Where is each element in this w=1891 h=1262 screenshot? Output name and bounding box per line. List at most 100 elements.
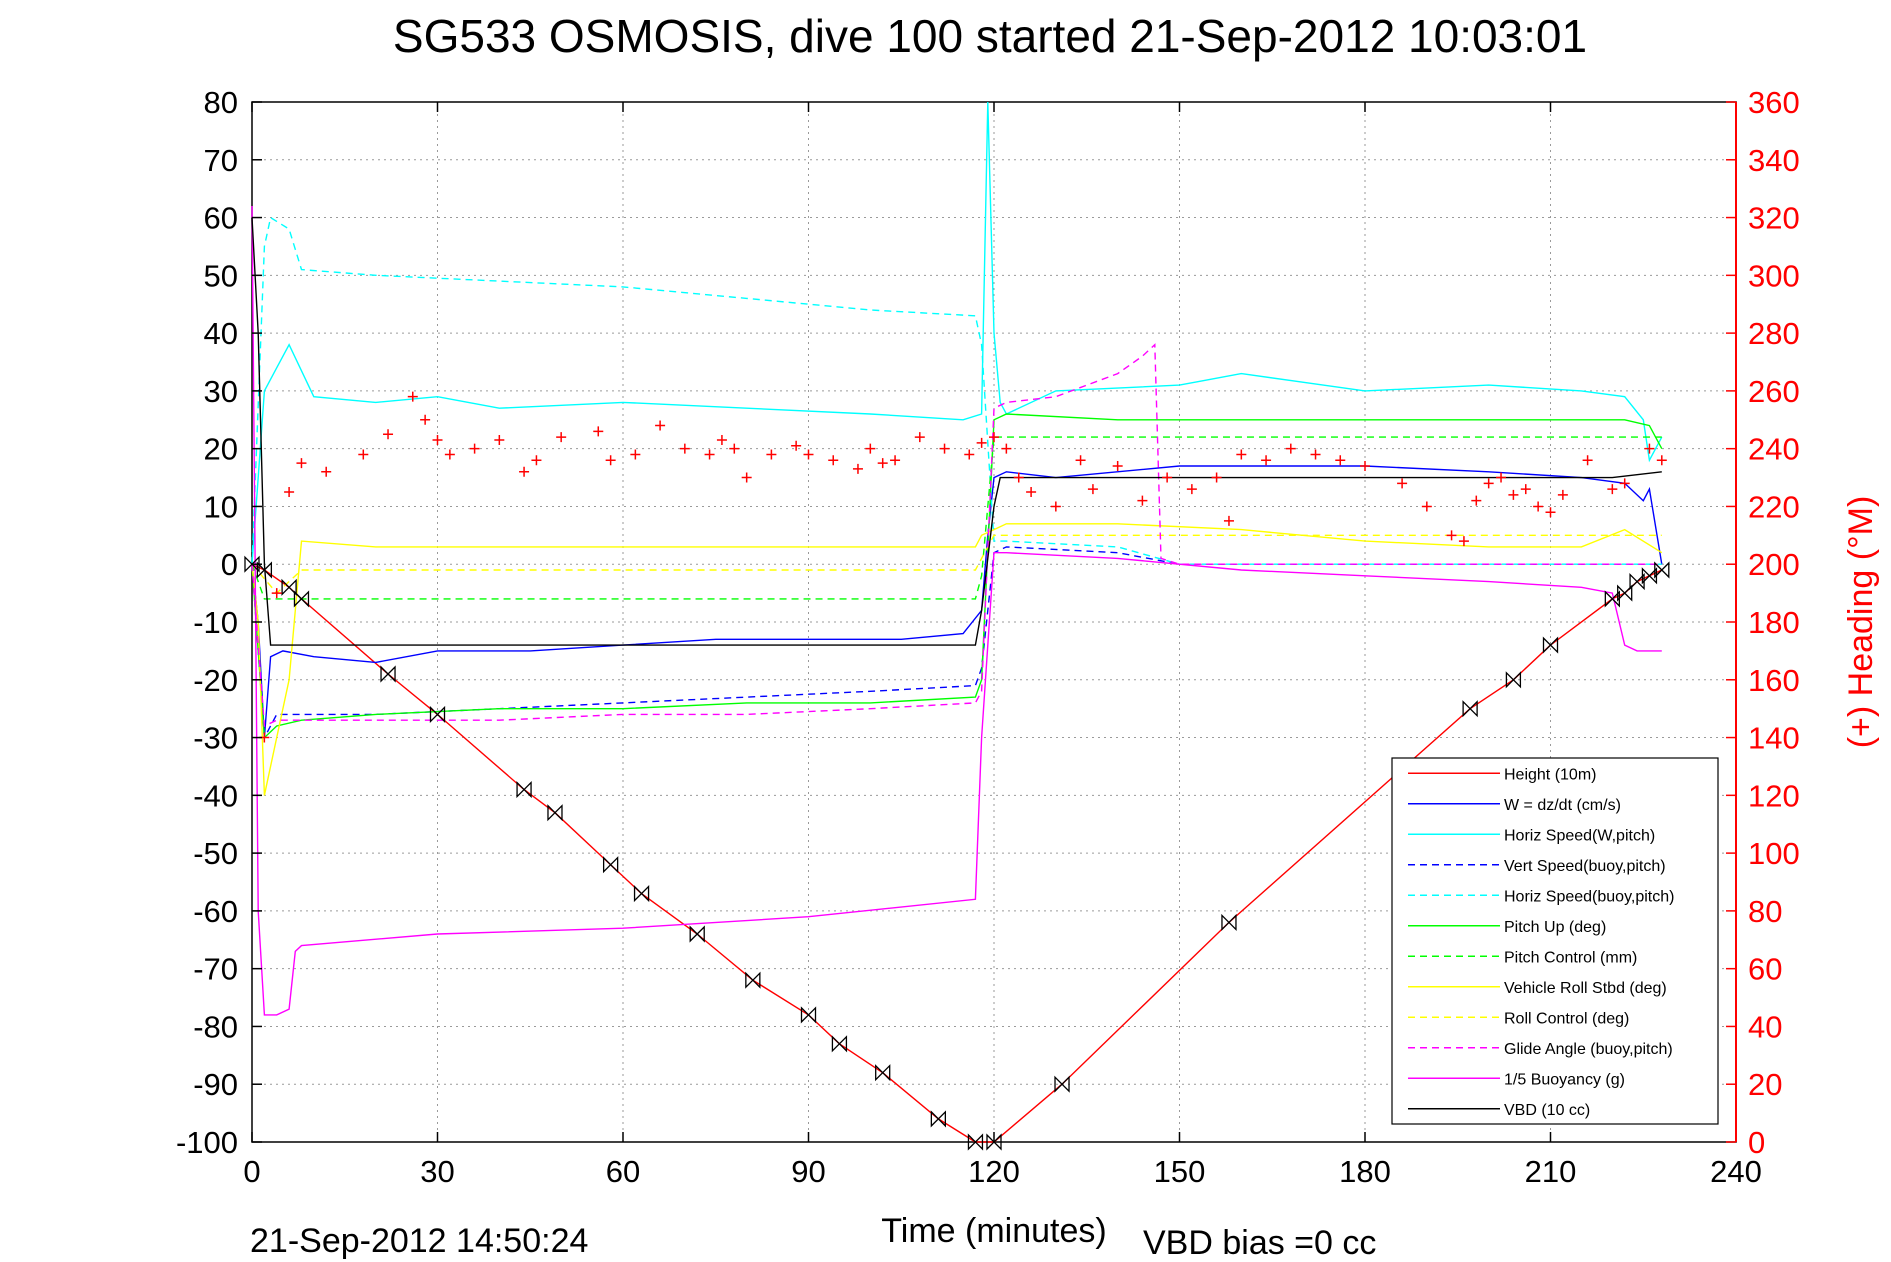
heading-point <box>383 429 394 440</box>
y-tick-label: 50 <box>204 258 238 293</box>
heading-point <box>1261 455 1272 466</box>
x-axis-ticks: 0 30 60 90 120 150 180 210 240 <box>243 102 1762 1189</box>
x-tick-label: 90 <box>791 1154 825 1189</box>
heading-point <box>1186 484 1197 495</box>
y2-tick-label: 360 <box>1748 85 1800 120</box>
y2-tick-label: 320 <box>1748 201 1800 236</box>
heading-point <box>1458 536 1469 547</box>
series-vert_speed_buoy <box>251 546 1662 741</box>
heading-point <box>420 414 431 425</box>
heading-point <box>716 435 727 445</box>
legend: Height (10m) W = dz/dt (cm/s) Horiz Speed(… <box>1391 757 1719 1125</box>
heading-point <box>1644 443 1655 454</box>
heading-point <box>494 435 505 445</box>
legend-entry-roll_control: Roll Control (deg) <box>1504 1010 1629 1027</box>
series-layer <box>251 101 1663 1143</box>
series-height <box>251 563 1663 1143</box>
heading-point <box>296 458 307 469</box>
legend-entry-horiz_speed_buoy: Horiz Speed(buoy,pitch) <box>1504 888 1674 905</box>
heading-point <box>519 466 530 477</box>
heading-point <box>593 426 604 437</box>
height-marker <box>986 1133 1002 1151</box>
heading-point <box>791 440 802 451</box>
y2-tick-label: 60 <box>1748 952 1782 987</box>
height-marker <box>689 925 705 943</box>
chart-title: SG533 OSMOSIS, dive 100 started 21-Sep-2… <box>393 10 1587 62</box>
series-horiz_speed <box>251 101 1663 565</box>
height-marker <box>745 971 761 989</box>
x-tick-label: 240 <box>1710 1154 1762 1189</box>
heading-point <box>1533 501 1544 512</box>
heading-point <box>271 588 282 599</box>
y2-tick-label: 120 <box>1748 778 1800 813</box>
heading-point <box>852 463 863 474</box>
x-tick-label: 0 <box>243 1154 260 1189</box>
heading-point <box>679 443 690 454</box>
y2-tick-label: 240 <box>1748 432 1800 467</box>
heading-point <box>964 449 975 460</box>
height-marker <box>244 555 260 573</box>
height-marker <box>429 705 446 724</box>
y-tick-label: -30 <box>193 721 238 756</box>
heading-point <box>828 455 839 466</box>
height-marker <box>1054 1075 1070 1093</box>
legend-entry-w: W = dz/dt (cm/s) <box>1504 797 1621 814</box>
x-tick-label: 120 <box>968 1154 1020 1189</box>
heading-point <box>1050 501 1061 512</box>
legend-box <box>1391 757 1719 1125</box>
y2-axis-label: (+) Heading (°M) <box>1842 496 1880 749</box>
heading-point <box>1162 472 1173 483</box>
y-tick-label: 60 <box>204 201 238 236</box>
y-tick-label: -20 <box>193 663 238 698</box>
y-tick-label: 10 <box>204 489 238 524</box>
height-marker <box>256 561 273 579</box>
heading-point <box>284 487 295 497</box>
heading-point <box>1285 443 1296 454</box>
heading-point <box>865 443 876 454</box>
y2-tick-label: 280 <box>1748 316 1800 351</box>
heading-point <box>1310 449 1321 460</box>
y2-tick-label: 100 <box>1748 836 1800 871</box>
heading-point <box>704 449 715 460</box>
heading-point <box>939 443 950 454</box>
heading-point <box>1545 507 1556 518</box>
legend-entry-buoyancy: 1/5 Buoyancy (g) <box>1504 1071 1625 1088</box>
legend-entry-pitch_up: Pitch Up (deg) <box>1504 919 1606 936</box>
y-tick-label: 80 <box>204 85 238 120</box>
y-tick-label: 20 <box>204 432 238 467</box>
y-tick-label: 70 <box>204 143 238 178</box>
heading-point <box>1223 515 1234 526</box>
heading-point <box>741 472 752 483</box>
heading-point <box>1496 472 1507 483</box>
y2-tick-label: 20 <box>1748 1067 1782 1102</box>
y2-tick-label: 40 <box>1748 1009 1782 1044</box>
y-tick-label: -90 <box>193 1067 238 1102</box>
y-tick-label: -60 <box>193 894 238 929</box>
heading-point <box>1508 489 1519 500</box>
height-marker <box>1221 913 1237 932</box>
heading-point <box>1001 443 1012 454</box>
heading-point <box>914 432 925 443</box>
x-tick-label: 30 <box>420 1154 454 1189</box>
heading-point <box>432 435 443 445</box>
y2-tick-label: 200 <box>1748 547 1800 582</box>
x-tick-label: 150 <box>1154 1154 1206 1189</box>
height-marker <box>1505 671 1522 689</box>
heading-series <box>259 391 1667 743</box>
heading-point <box>1446 530 1457 541</box>
heading-point <box>1211 472 1222 483</box>
heading-point <box>803 449 814 460</box>
heading-point <box>1607 484 1618 495</box>
y2-tick-label: 180 <box>1748 605 1800 640</box>
height-marker <box>293 590 310 608</box>
x-axis-label: Time (minutes) <box>881 1212 1106 1250</box>
height-marker <box>380 665 396 683</box>
heading-point <box>1619 478 1630 489</box>
heading-point <box>890 455 901 466</box>
y-tick-label: -80 <box>193 1009 238 1044</box>
height-marker <box>930 1110 946 1128</box>
legend-entry-vbd: VBD (10 cc) <box>1504 1102 1590 1119</box>
y-axis-ticks: 80 70 60 50 40 30 20 10 0 -10 -20 -30 -40 -50 -60 -70 -8… <box>176 85 262 1160</box>
heading-point <box>1335 455 1346 466</box>
height-marker <box>967 1133 984 1151</box>
